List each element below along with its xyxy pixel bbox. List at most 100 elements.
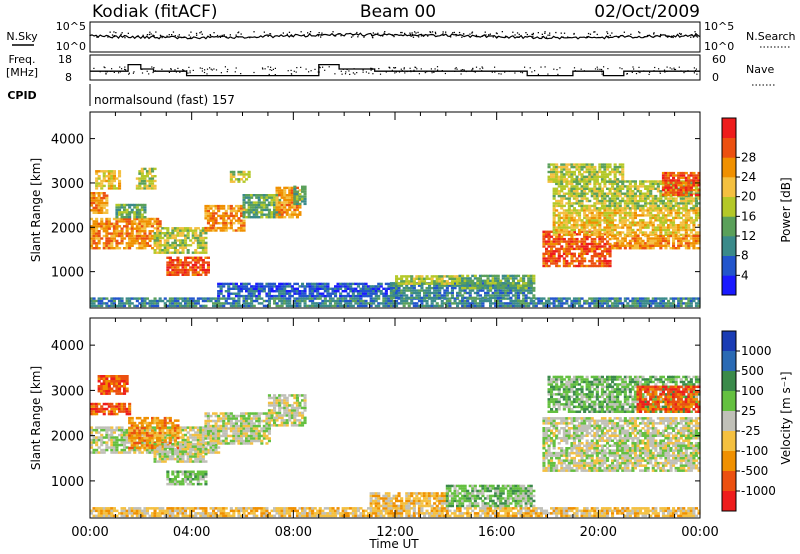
- range-cell: [212, 209, 216, 213]
- range-cell: [252, 211, 256, 214]
- range-cell: [697, 234, 701, 238]
- range-cell: [669, 194, 673, 198]
- range-cell: [550, 255, 554, 258]
- range-cell: [219, 292, 223, 295]
- range-cell: [514, 277, 518, 280]
- range-cell: [209, 212, 213, 215]
- range-cell: [545, 302, 549, 305]
- range-cell: [664, 302, 668, 305]
- range-cell: [448, 284, 452, 287]
- range-cell: [247, 213, 251, 216]
- range-cell: [151, 230, 155, 233]
- range-cell: [646, 187, 650, 190]
- range-cell: [189, 299, 193, 303]
- range-cell: [395, 302, 399, 305]
- range-cell: [468, 277, 472, 280]
- range-cell: [145, 242, 149, 245]
- range-cell: [616, 207, 620, 210]
- range-cell: [694, 193, 698, 197]
- range-cell: [173, 229, 177, 232]
- range-cell: [585, 264, 589, 268]
- range-cell: [100, 170, 104, 173]
- range-cell: [100, 192, 104, 195]
- range-cell: [443, 275, 447, 278]
- range-cell: [280, 290, 284, 293]
- range-cell: [608, 245, 612, 248]
- range-cell: [102, 302, 106, 305]
- range-cell: [572, 221, 576, 224]
- range-cell: [450, 302, 454, 305]
- range-cell: [501, 296, 505, 300]
- range-cell: [603, 250, 607, 253]
- noise-dot: [177, 35, 179, 37]
- range-cell: [687, 174, 691, 177]
- range-cell: [173, 241, 177, 245]
- range-cell: [547, 230, 551, 233]
- range-cell: [443, 289, 447, 292]
- nave-dot: [211, 69, 213, 71]
- range-cell: [684, 202, 688, 205]
- range-cell: [633, 242, 637, 245]
- nave-dot: [456, 68, 458, 70]
- range-cell: [407, 280, 411, 283]
- range-cell: [641, 299, 645, 303]
- range-cell: [672, 204, 676, 208]
- range-cell: [217, 285, 221, 288]
- range-cell: [153, 222, 157, 225]
- range-cell: [603, 211, 607, 215]
- range-cell: [598, 216, 602, 220]
- range-cell: [102, 194, 106, 197]
- noise-dot: [505, 35, 507, 37]
- range-cell: [623, 209, 627, 212]
- noise-dot: [459, 34, 461, 36]
- range-cell: [321, 285, 325, 288]
- noise-dot: [307, 32, 309, 34]
- range-cell: [428, 294, 432, 297]
- range-cell: [552, 173, 556, 176]
- range-cell: [275, 216, 279, 219]
- range-cell: [112, 172, 116, 175]
- range-cell: [679, 211, 683, 215]
- range-cell: [555, 168, 559, 171]
- range-cell: [242, 213, 246, 216]
- range-cell: [646, 197, 650, 200]
- range-cell: [672, 216, 676, 220]
- range-cell: [532, 277, 536, 280]
- range-cell: [293, 192, 297, 196]
- range-cell: [606, 230, 610, 233]
- range-cell: [260, 285, 264, 288]
- range-cell: [143, 242, 147, 245]
- range-cell: [222, 222, 226, 225]
- range-cell: [692, 242, 696, 245]
- range-cell: [667, 202, 671, 205]
- range-cell: [679, 302, 683, 305]
- range-cell: [633, 207, 637, 210]
- range-cell: [639, 207, 643, 210]
- range-cell: [595, 221, 599, 224]
- range-cell: [237, 304, 241, 308]
- range-cell: [130, 222, 134, 225]
- range-cell: [654, 204, 658, 208]
- range-cell: [639, 304, 643, 308]
- range-cell: [151, 234, 155, 238]
- range-cell: [265, 206, 269, 209]
- range-cell: [692, 211, 696, 215]
- range-cell: [669, 202, 673, 205]
- nave-dot: [631, 71, 633, 73]
- range-cell: [115, 187, 119, 190]
- range-cell: [555, 228, 559, 232]
- range-cell: [140, 234, 144, 238]
- range-cell: [484, 291, 488, 295]
- range-cell: [97, 170, 101, 173]
- range-cell: [367, 287, 371, 290]
- range-cell: [557, 255, 561, 258]
- range-cell: [570, 259, 574, 263]
- range-cell: [555, 209, 559, 212]
- range-cell: [534, 304, 538, 308]
- range-cell: [633, 216, 637, 220]
- range-cell: [107, 299, 111, 303]
- range-cell: [552, 262, 556, 265]
- range-cell: [667, 239, 671, 243]
- range-cell: [156, 227, 160, 230]
- range-cell: [191, 299, 195, 303]
